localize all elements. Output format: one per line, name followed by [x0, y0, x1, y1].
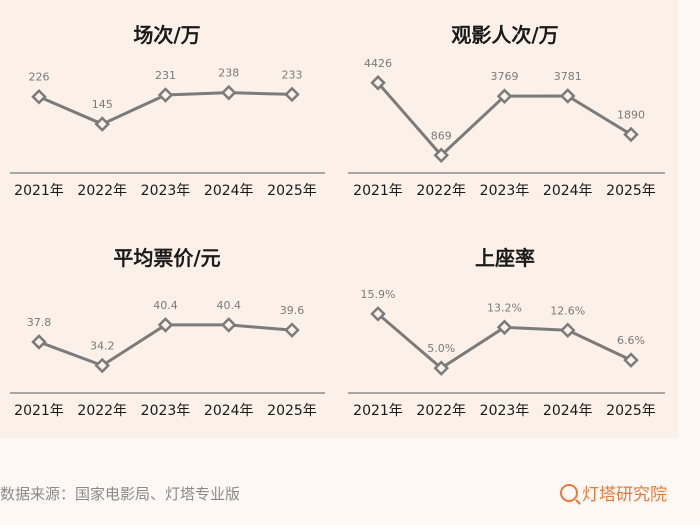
charts-svg: 场次/万 226 2021年 145 2022年 231 2023年 238 2024年 233 2…: [10, 23, 665, 419]
data-source-note: 数据来源：国家电影局、灯塔专业版: [0, 485, 241, 503]
data-point-marker: [284, 86, 300, 103]
x-tick-label: 2024年: [543, 403, 593, 419]
x-tick-label: 2022年: [77, 183, 127, 199]
x-tick-label: 2021年: [353, 183, 403, 199]
lighthouse-logo-icon: [560, 483, 578, 502]
data-point-marker: [496, 319, 513, 336]
x-tick-label: 2022年: [416, 403, 466, 419]
data-point-marker: [157, 87, 174, 103]
data-label: 37.8: [27, 316, 52, 329]
data-point-marker: [370, 306, 386, 322]
x-tick-label: 2024年: [543, 183, 593, 199]
chart-panel: [0, 0, 678, 438]
chart-title: 平均票价/元: [113, 246, 220, 270]
x-tick-label: 2025年: [606, 183, 656, 199]
chart-title: 上座率: [475, 246, 535, 270]
data-point-marker: [623, 126, 639, 143]
x-tick-label: 2025年: [267, 183, 317, 199]
data-label: 869: [431, 129, 452, 142]
data-label: 6.6%: [617, 334, 645, 347]
data-point-marker: [433, 147, 450, 164]
x-tick-label: 2023年: [141, 183, 191, 199]
data-point-marker: [284, 322, 300, 338]
data-label: 233: [282, 68, 303, 81]
data-label: 4426: [364, 57, 392, 70]
data-label: 1890: [617, 108, 645, 121]
data-label: 15.9%: [361, 288, 396, 301]
data-label: 40.4: [153, 299, 178, 312]
data-label: 3781: [554, 70, 582, 83]
data-label: 231: [155, 69, 176, 82]
x-tick-label: 2023年: [141, 403, 191, 419]
data-point-marker: [220, 317, 237, 333]
data-label: 226: [29, 71, 50, 84]
data-label: 3769: [491, 70, 519, 83]
data-point-marker: [559, 322, 576, 339]
data-label: 13.2%: [487, 301, 522, 314]
data-label: 12.6%: [550, 304, 585, 317]
x-tick-label: 2021年: [14, 403, 64, 419]
x-tick-label: 2024年: [204, 183, 254, 199]
data-label: 40.4: [217, 299, 242, 312]
x-tick-label: 2025年: [606, 403, 656, 419]
x-tick-label: 2023年: [480, 403, 530, 419]
data-point-marker: [31, 334, 47, 350]
data-label: 145: [92, 98, 113, 111]
x-tick-label: 2025年: [267, 403, 317, 419]
data-point-marker: [220, 84, 237, 101]
data-point-marker: [157, 317, 174, 333]
x-tick-label: 2021年: [353, 403, 403, 419]
data-point-marker: [94, 116, 111, 132]
data-point-marker: [31, 88, 47, 105]
data-point-marker: [496, 88, 513, 104]
x-tick-label: 2021年: [14, 183, 64, 199]
data-label: 34.2: [90, 340, 115, 353]
data-label: 238: [218, 67, 239, 80]
x-tick-label: 2024年: [204, 403, 254, 419]
x-tick-label: 2022年: [77, 403, 127, 419]
x-tick-label: 2023年: [480, 183, 530, 199]
chart-title: 观影人次/万: [451, 23, 558, 47]
data-point-marker: [433, 360, 450, 376]
brand-name: 灯塔研究院: [582, 485, 667, 505]
x-tick-label: 2022年: [416, 183, 466, 199]
brand-logo: 灯塔研究院: [560, 480, 667, 505]
data-point-marker: [623, 352, 639, 368]
data-label: 5.0%: [427, 342, 455, 355]
data-label: 39.6: [280, 304, 305, 317]
data-point-marker: [94, 357, 111, 374]
data-point-marker: [370, 75, 386, 91]
data-point-marker: [559, 88, 576, 104]
chart-title: 场次/万: [133, 23, 200, 47]
